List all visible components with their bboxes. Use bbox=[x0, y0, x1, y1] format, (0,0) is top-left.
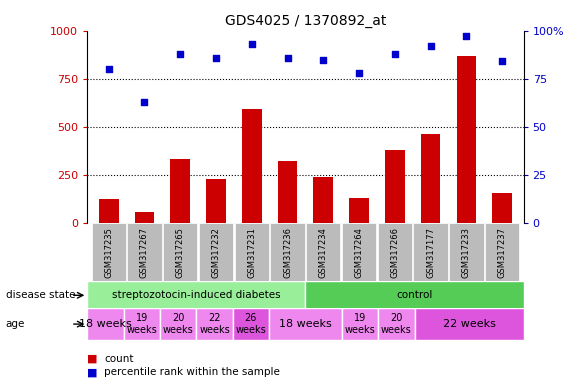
Text: 18 weeks: 18 weeks bbox=[279, 319, 332, 329]
Text: GSM317177: GSM317177 bbox=[426, 227, 435, 278]
Bar bbox=[242, 109, 262, 223]
Point bbox=[140, 99, 149, 105]
Text: GSM317234: GSM317234 bbox=[319, 227, 328, 278]
Text: 22 weeks: 22 weeks bbox=[443, 319, 495, 329]
Point bbox=[390, 51, 399, 57]
Point bbox=[176, 51, 185, 57]
Bar bbox=[163, 223, 198, 282]
Point bbox=[462, 33, 471, 40]
Bar bbox=[196, 308, 233, 340]
Text: 19
weeks: 19 weeks bbox=[127, 313, 157, 335]
Bar bbox=[378, 308, 414, 340]
Bar bbox=[270, 223, 305, 282]
Text: GSM317235: GSM317235 bbox=[104, 227, 113, 278]
Bar bbox=[421, 134, 440, 223]
Bar bbox=[413, 223, 448, 282]
Text: 20
weeks: 20 weeks bbox=[381, 313, 412, 335]
Text: 18 weeks: 18 weeks bbox=[79, 319, 132, 329]
Bar bbox=[269, 308, 342, 340]
Bar bbox=[160, 308, 196, 340]
Bar bbox=[305, 281, 524, 309]
Text: GSM317237: GSM317237 bbox=[498, 227, 507, 278]
Bar bbox=[414, 308, 524, 340]
Bar bbox=[87, 281, 305, 309]
Text: 20
weeks: 20 weeks bbox=[163, 313, 194, 335]
Text: GSM317264: GSM317264 bbox=[355, 227, 364, 278]
Bar bbox=[385, 150, 405, 223]
Text: disease state: disease state bbox=[6, 290, 75, 300]
Text: age: age bbox=[6, 319, 25, 329]
Bar bbox=[235, 223, 269, 282]
Text: GSM317265: GSM317265 bbox=[176, 227, 185, 278]
Bar bbox=[449, 223, 484, 282]
Bar bbox=[171, 159, 190, 223]
Text: ■: ■ bbox=[87, 354, 98, 364]
Bar bbox=[349, 198, 369, 223]
Bar bbox=[206, 179, 226, 223]
Bar bbox=[378, 223, 412, 282]
Bar bbox=[306, 223, 341, 282]
Text: 19
weeks: 19 weeks bbox=[345, 313, 376, 335]
Bar bbox=[342, 308, 378, 340]
Point bbox=[247, 41, 256, 47]
Text: GSM317236: GSM317236 bbox=[283, 227, 292, 278]
Bar bbox=[127, 223, 162, 282]
Point bbox=[355, 70, 364, 76]
Text: GSM317267: GSM317267 bbox=[140, 227, 149, 278]
Bar bbox=[342, 223, 376, 282]
Text: GSM317233: GSM317233 bbox=[462, 227, 471, 278]
Bar bbox=[233, 308, 269, 340]
Text: GSM317231: GSM317231 bbox=[247, 227, 256, 278]
Bar bbox=[124, 308, 160, 340]
Bar bbox=[92, 223, 126, 282]
Point bbox=[104, 66, 113, 72]
Point bbox=[319, 56, 328, 63]
Text: streptozotocin-induced diabetes: streptozotocin-induced diabetes bbox=[112, 290, 281, 300]
Bar bbox=[199, 223, 233, 282]
Point bbox=[426, 43, 435, 49]
Bar bbox=[314, 177, 333, 223]
Text: count: count bbox=[104, 354, 133, 364]
Text: 26
weeks: 26 weeks bbox=[235, 313, 266, 335]
Text: 22
weeks: 22 weeks bbox=[199, 313, 230, 335]
Text: ■: ■ bbox=[87, 367, 98, 377]
Title: GDS4025 / 1370892_at: GDS4025 / 1370892_at bbox=[225, 14, 386, 28]
Text: control: control bbox=[396, 290, 433, 300]
Bar bbox=[99, 199, 119, 223]
Text: percentile rank within the sample: percentile rank within the sample bbox=[104, 367, 280, 377]
Point bbox=[283, 55, 292, 61]
Text: GSM317232: GSM317232 bbox=[212, 227, 221, 278]
Bar bbox=[457, 56, 476, 223]
Point bbox=[212, 55, 221, 61]
Bar bbox=[135, 212, 154, 223]
Text: GSM317266: GSM317266 bbox=[390, 227, 399, 278]
Point bbox=[498, 58, 507, 65]
Bar bbox=[492, 193, 512, 223]
Bar bbox=[87, 308, 124, 340]
Bar bbox=[278, 161, 297, 223]
Bar bbox=[485, 223, 519, 282]
